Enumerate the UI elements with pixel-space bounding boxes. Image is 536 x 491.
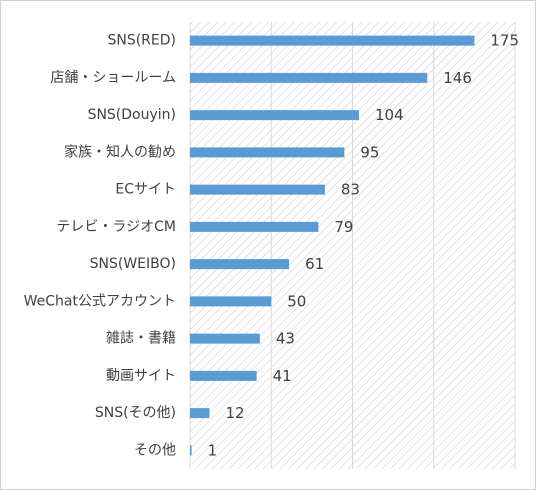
category-label: SNS(Douyin) <box>88 107 176 123</box>
category-label: SNS(RED) <box>107 33 176 49</box>
category-label: 雑誌・書籍 <box>106 330 176 347</box>
gridlines <box>189 22 516 469</box>
category-labels: SNS(RED) 店舗・ショールーム SNS(Douyin) 家族・知人の勧め ECサイ… <box>24 33 176 459</box>
category-label: 動画サイト <box>106 368 176 384</box>
bar <box>190 445 192 456</box>
bar <box>190 221 319 232</box>
data-label: 61 <box>305 255 324 273</box>
bar <box>190 72 428 83</box>
data-label: 50 <box>287 292 306 310</box>
bar <box>190 370 257 381</box>
value-labels: 175 146 104 95 83 79 61 50 43 41 12 1 <box>208 32 519 460</box>
data-label: 79 <box>334 218 353 236</box>
category-label: ECサイト <box>115 182 176 198</box>
category-label: 店舗・ショールーム <box>50 70 176 86</box>
bar <box>190 296 272 307</box>
data-label: 12 <box>226 404 245 422</box>
data-label: 95 <box>360 143 379 161</box>
category-label: その他 <box>134 442 176 458</box>
data-label: 1 <box>208 441 218 459</box>
bars <box>190 35 475 456</box>
category-label: 家族・知人の勧め <box>64 143 176 160</box>
bar <box>190 259 290 270</box>
bar <box>190 110 359 121</box>
bar <box>190 35 475 46</box>
category-label: SNS(その他) <box>95 405 176 421</box>
category-label: WeChat公式アカウント <box>24 293 176 309</box>
bar <box>190 333 260 344</box>
data-label: 83 <box>341 181 360 199</box>
data-label: 41 <box>273 367 292 385</box>
bar <box>190 184 325 195</box>
data-label: 43 <box>276 330 295 348</box>
bar <box>190 147 345 158</box>
category-label: SNS(WEIBO) <box>90 256 176 272</box>
category-label: テレビ・ラジオCM <box>56 219 176 235</box>
bar <box>190 408 210 419</box>
data-label: 104 <box>375 106 404 124</box>
data-label: 146 <box>443 69 472 87</box>
data-label: 175 <box>490 32 519 50</box>
